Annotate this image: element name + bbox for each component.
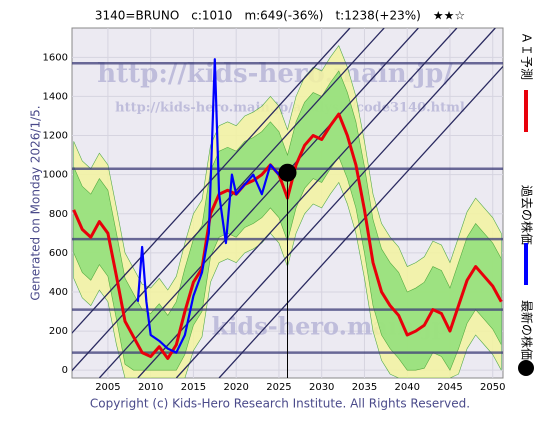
trend-line bbox=[175, 28, 496, 378]
legend-label: ＡＩ予測 bbox=[520, 32, 534, 80]
x-tick-label: 2030 bbox=[309, 382, 334, 393]
trend-line bbox=[98, 28, 419, 378]
x-tick-label: 2010 bbox=[138, 382, 163, 393]
trend-line bbox=[72, 28, 351, 334]
y-tick-label: 1400 bbox=[43, 91, 68, 102]
x-tick-label: 2020 bbox=[223, 382, 248, 393]
y-tick-label: 800 bbox=[49, 209, 68, 220]
y-tick-label: 0 bbox=[62, 365, 68, 376]
legend-label: 最新の株価 bbox=[520, 300, 535, 360]
axes: 0 200 400 600 800 1000 1200 1400 1600 2005 2010 201… bbox=[43, 52, 506, 393]
plot: http://kids-hero.main.jp/http://kids-her… bbox=[72, 28, 503, 378]
x-tick-label: 2015 bbox=[181, 382, 206, 393]
legend-swatch bbox=[518, 360, 534, 376]
y-tick-label: 400 bbox=[49, 287, 68, 298]
x-tick-label: 2035 bbox=[352, 382, 377, 393]
trend-line bbox=[218, 65, 503, 378]
y-tick-label: 1200 bbox=[43, 131, 68, 142]
footer: Copyright (c) Kids-Hero Research Institu… bbox=[90, 397, 470, 411]
trend-line bbox=[72, 28, 385, 372]
series-line bbox=[136, 58, 284, 354]
legend-label: 過去の株価 bbox=[520, 185, 535, 245]
y-tick-label: 600 bbox=[49, 248, 68, 259]
y-tick-label: 1000 bbox=[43, 170, 68, 181]
x-tick-label: 2040 bbox=[394, 382, 419, 393]
y-tick-label: 1600 bbox=[43, 52, 68, 63]
trend-line bbox=[137, 28, 458, 378]
side-note: Generated on Monday 2026/1/5. bbox=[29, 105, 43, 300]
chart-title: 3140=BRUNO c:1010 m:649(-36%) t:1238(+23… bbox=[95, 9, 465, 23]
x-tick-label: 2025 bbox=[266, 382, 291, 393]
latest-point bbox=[278, 163, 297, 182]
x-tick-label: 2050 bbox=[480, 382, 505, 393]
watermark: http://kids-hero.main.jp/analysis/code31… bbox=[115, 101, 465, 116]
x-tick-label: 2045 bbox=[437, 382, 462, 393]
x-tick-label: 2005 bbox=[95, 382, 120, 393]
y-tick-label: 200 bbox=[49, 326, 68, 337]
